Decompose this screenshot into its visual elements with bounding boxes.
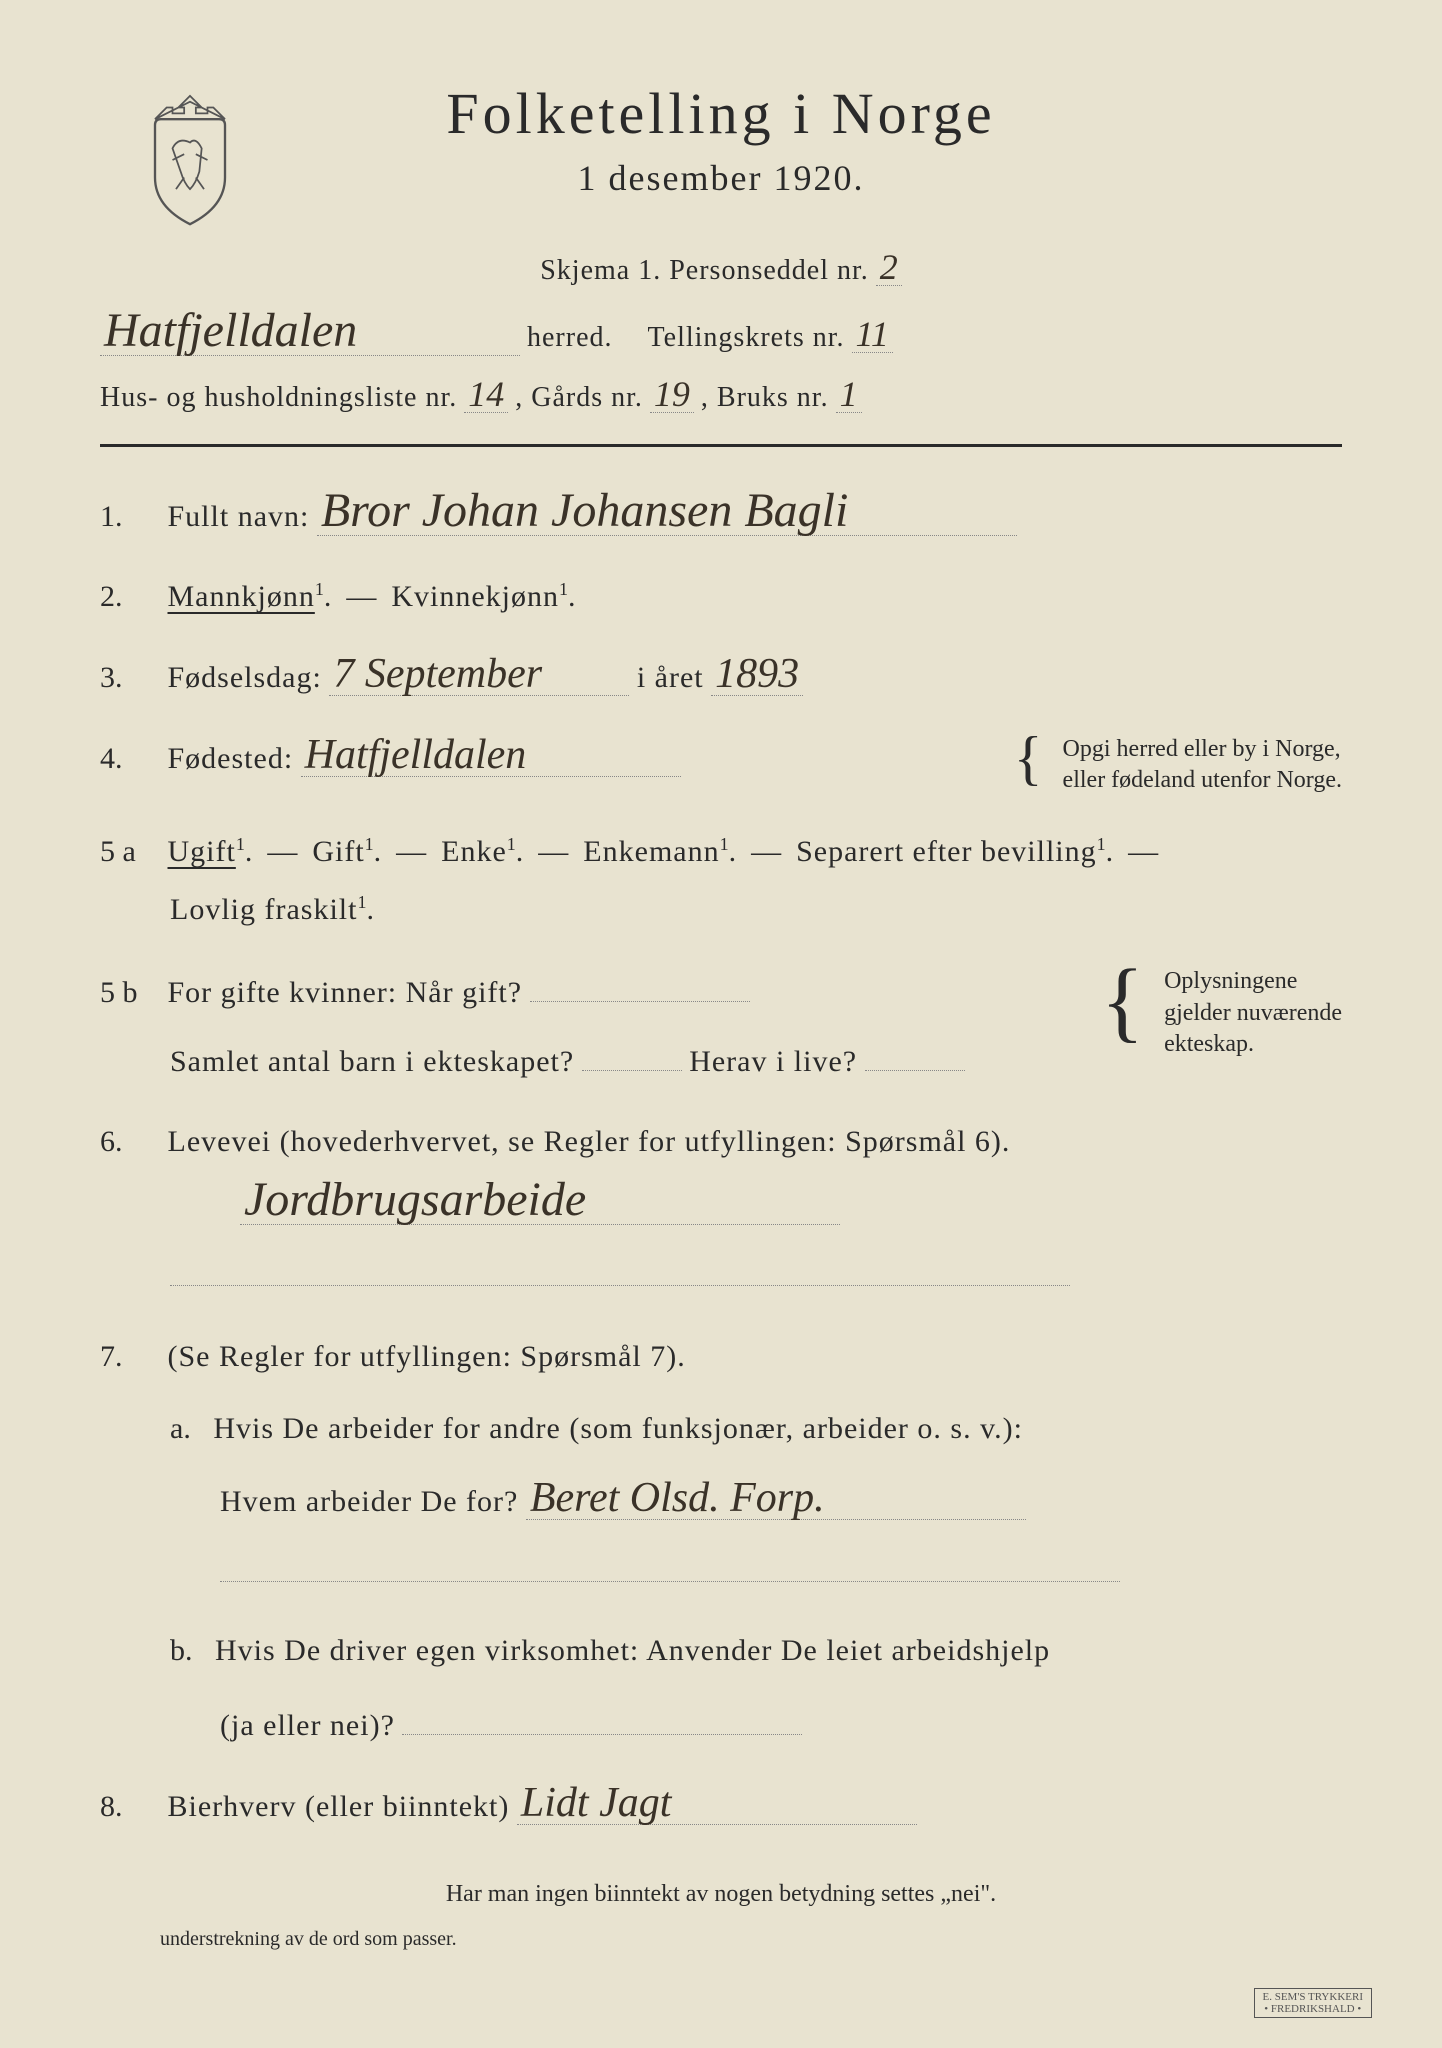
q5b-note1: Oplysningene: [1164, 968, 1297, 994]
q3-row: 3. Fødselsdag: 7 September i året 1893: [100, 653, 1342, 702]
skjema-value: 2: [876, 249, 902, 286]
q2-kvinne: Kvinnekjønn: [391, 580, 559, 613]
q4-note2: eller fødeland utenfor Norge.: [1063, 767, 1342, 793]
q7a-num: a.: [170, 1412, 191, 1445]
q3-num: 3.: [100, 654, 160, 702]
q3-year: 1893: [711, 653, 803, 696]
q7b-label2: (ja eller nei)?: [220, 1709, 395, 1742]
q5b-label2: Samlet antal barn i ekteskapet?: [170, 1045, 574, 1078]
krets-value: 11: [852, 316, 893, 353]
q2-num: 2.: [100, 573, 160, 621]
q5a-separert: Separert efter bevilling: [796, 835, 1097, 868]
q3-mid: i året: [637, 661, 704, 694]
brace-icon: {: [1014, 734, 1043, 782]
q1-row: 1. Fullt navn: Bror Johan Johansen Bagli: [100, 487, 1342, 541]
q8-label: Bierhverv (eller biinntekt): [168, 1790, 510, 1823]
q7-row: 7. (Se Regler for utfyllingen: Spørsmål …: [100, 1333, 1342, 1750]
header: Folketelling i Norge 1 desember 1920.: [100, 80, 1342, 199]
herred-label: herred.: [527, 322, 613, 353]
q2-sup1: 1: [315, 579, 324, 599]
q2-mann: Mannkjønn: [168, 580, 315, 613]
q5a-ugift: Ugift: [168, 835, 236, 868]
skjema-line: Skjema 1. Personseddel nr. 2: [100, 249, 1342, 287]
stamp-line1: E. SEM'S TRYKKERI: [1263, 1991, 1364, 2003]
printer-stamp: E. SEM'S TRYKKERI • FREDRIKSHALD •: [1254, 1988, 1373, 2018]
q4-label: Fødested:: [168, 742, 294, 775]
herred-line: Hatfjelldalen herred. Tellingskrets nr. …: [100, 307, 1342, 356]
q4-note1: Opgi herred eller by i Norge,: [1063, 736, 1341, 762]
q6-num: 6.: [100, 1118, 160, 1166]
q7-num: 7.: [100, 1333, 160, 1381]
q3-label: Fødselsdag:: [168, 661, 322, 694]
q2-row: 2. Mannkjønn1. — Kvinnekjønn1.: [100, 573, 1342, 621]
hus-line: Hus- og husholdningsliste nr. 14 , Gårds…: [100, 376, 1342, 414]
q5b-blank2: [582, 1035, 682, 1071]
q3-day: 7 September: [329, 653, 629, 696]
q5b-label3: Herav i live?: [689, 1045, 857, 1078]
footer-note1: Har man ingen biinntekt av nogen betydni…: [100, 1881, 1342, 1908]
stamp-line2: • FREDRIKSHALD •: [1264, 2003, 1361, 2015]
divider: [100, 444, 1342, 447]
hus-label: Hus- og husholdningsliste nr.: [100, 382, 457, 413]
q5b-row: 5 b For gifte kvinner: Når gift? Samlet …: [100, 966, 1342, 1086]
q5a-row: 5 a Ugift1. — Gift1. — Enke1. — Enkemann…: [100, 828, 1342, 934]
q7a-value: Beret Olsd. Forp.: [526, 1477, 1026, 1520]
q5a-gift: Gift: [312, 835, 364, 868]
q7b-label1: Hvis De driver egen virksomhet: Anvender…: [215, 1634, 1050, 1667]
q6-row: 6. Levevei (hovederhvervet, se Regler fo…: [100, 1118, 1342, 1301]
q5b-blank3: [865, 1035, 965, 1071]
q7a-label1: Hvis De arbeider for andre (som funksjon…: [213, 1412, 1023, 1445]
main-title: Folketelling i Norge: [100, 80, 1342, 147]
q5a-enkemann: Enkemann: [583, 835, 719, 868]
q2-sup2: 1: [559, 579, 568, 599]
subtitle: 1 desember 1920.: [100, 157, 1342, 199]
herred-name: Hatfjelldalen: [100, 307, 520, 356]
footer-note2: understrekning av de ord som passer.: [100, 1928, 1342, 1951]
q5b-note: Oplysningene gjelder nuværende ekteskap.: [1164, 966, 1342, 1060]
q7a-blank: [220, 1546, 1120, 1582]
q5b-label1: For gifte kvinner: Når gift?: [168, 976, 523, 1009]
q4-num: 4.: [100, 735, 160, 783]
q6-blank: [170, 1250, 1070, 1286]
brace-icon: {: [1101, 966, 1144, 1038]
bruks-value: 1: [836, 376, 862, 413]
q5a-num: 5 a: [100, 828, 160, 876]
q7b-blank: [402, 1699, 802, 1735]
q4-value: Hatfjelldalen: [301, 734, 681, 777]
q1-label: Fullt navn:: [168, 500, 310, 533]
q6-value: Jordbrugsarbeide: [240, 1176, 840, 1225]
q5a-enke: Enke: [441, 835, 507, 868]
q7-label: (Se Regler for utfyllingen: Spørsmål 7).: [168, 1340, 686, 1373]
q7b-num: b.: [170, 1634, 193, 1667]
q4-row: 4. Fødested: Hatfjelldalen { Opgi herred…: [100, 734, 1342, 796]
q8-value: Lidt Jagt: [517, 1782, 917, 1825]
krets-label: Tellingskrets nr.: [648, 322, 845, 353]
coat-of-arms-icon: [130, 90, 250, 230]
q7a-label2: Hvem arbeider De for?: [220, 1485, 518, 1518]
q6-label: Levevei (hovederhvervet, se Regler for u…: [168, 1125, 1011, 1158]
q1-value: Bror Johan Johansen Bagli: [317, 487, 1017, 536]
q5b-blank1: [530, 966, 750, 1002]
q1-num: 1.: [100, 493, 160, 541]
q5b-note2: gjelder nuværende: [1164, 1000, 1342, 1026]
q5b-num: 5 b: [100, 969, 160, 1017]
gards-label: , Gårds nr.: [515, 382, 643, 413]
q5a-fraskilt: Lovlig fraskilt: [170, 893, 357, 926]
hus-value: 14: [464, 376, 508, 413]
q5b-note3: ekteskap.: [1164, 1031, 1254, 1057]
bruks-label: , Bruks nr.: [701, 382, 829, 413]
q4-note: Opgi herred eller by i Norge, eller føde…: [1063, 734, 1342, 796]
q8-row: 8. Bierhverv (eller biinntekt) Lidt Jagt: [100, 1782, 1342, 1831]
skjema-label: Skjema 1. Personseddel nr.: [540, 255, 869, 286]
q8-num: 8.: [100, 1783, 160, 1831]
gards-value: 19: [650, 376, 694, 413]
